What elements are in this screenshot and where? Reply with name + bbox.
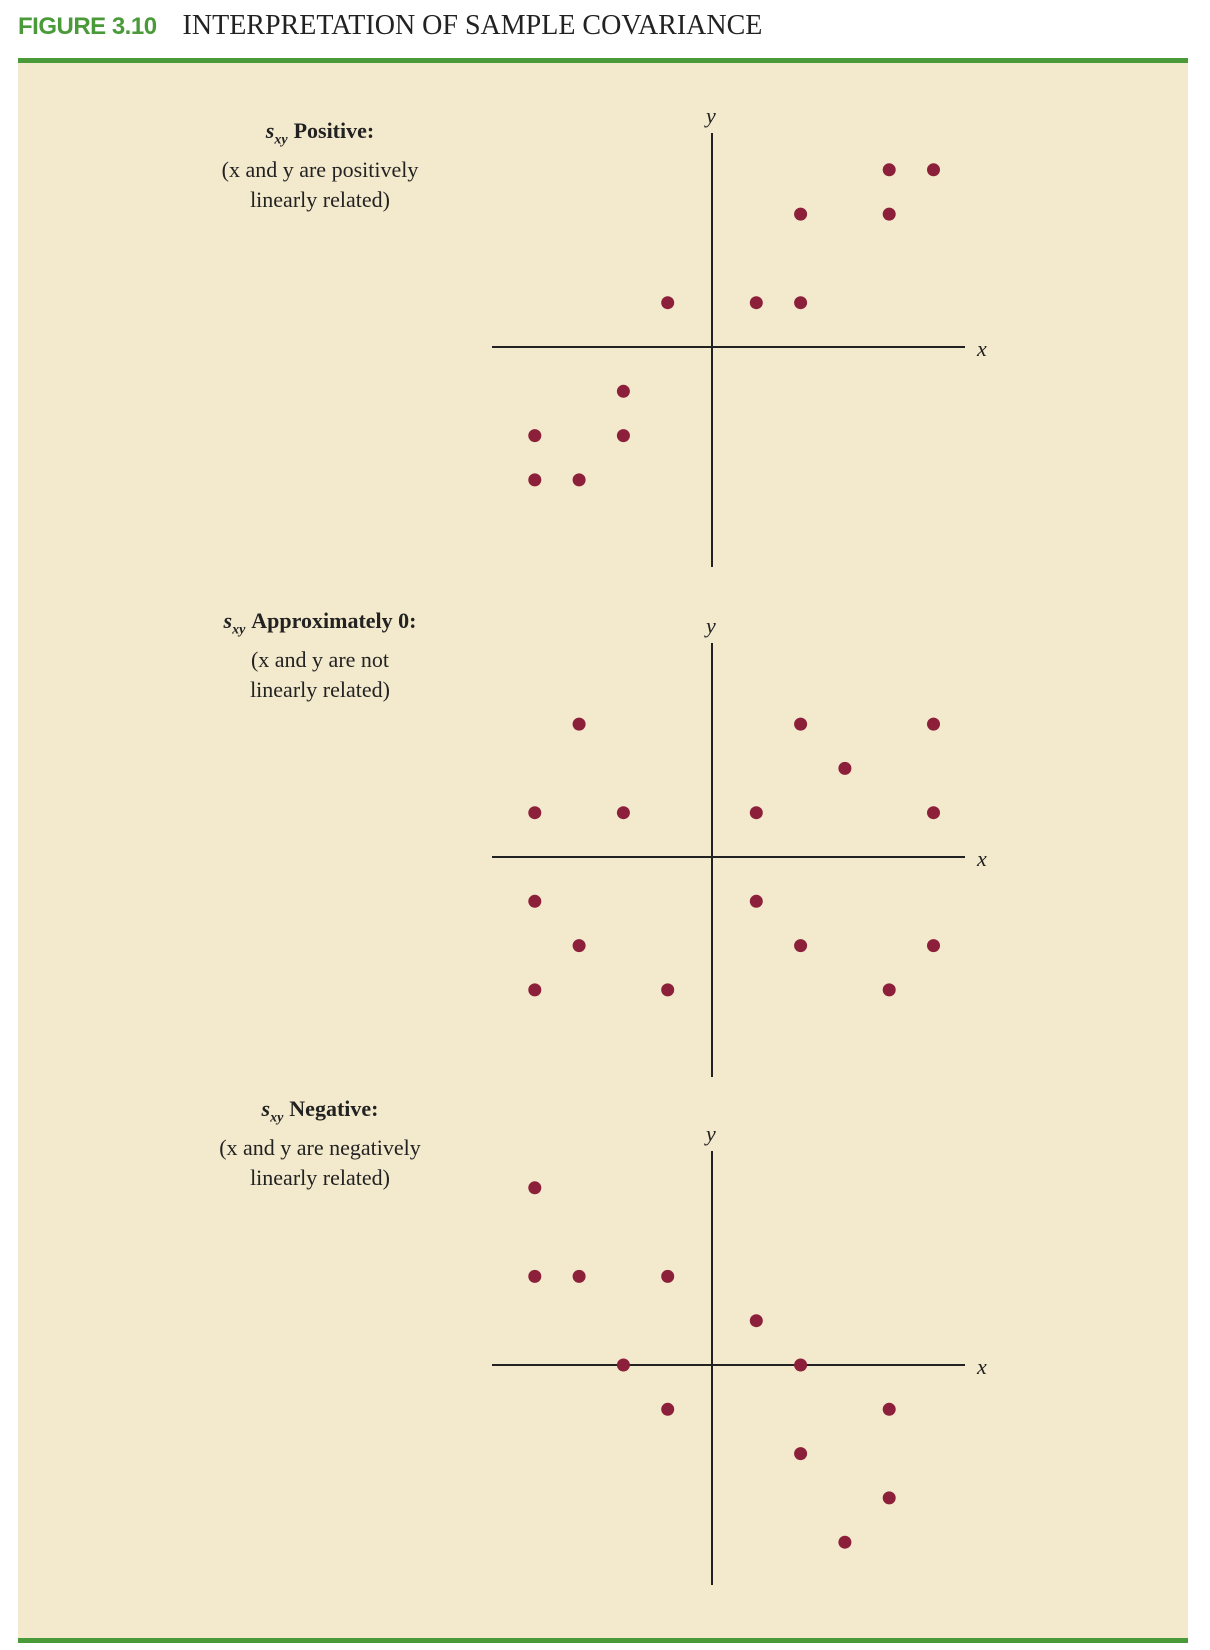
negative-data-point [838,1535,852,1549]
negative-data-point [749,1314,763,1328]
figure-panel [18,63,1188,1638]
positive-data-point [882,207,896,221]
positive-data-point [616,429,630,443]
positive-data-point [572,473,586,487]
zero-data-point [794,939,808,953]
zero-data-point [749,806,763,820]
zero-data-point [528,806,542,820]
positive-data-point [749,296,763,310]
negative-data-point [794,1447,808,1461]
negative-data-point [661,1269,675,1283]
zero-data-point [528,894,542,908]
caption-positive-line-1: (x and y are positively [221,157,419,183]
zero-data-point [838,761,852,775]
caption-zero-line-2: linearly related) [250,677,390,703]
bottom-rule [18,1638,1188,1643]
zero-data-point [794,717,808,731]
negative-data-point [661,1402,675,1416]
negative-data-point [882,1402,896,1416]
zero-data-point [927,717,940,731]
positive-y-axis-label: y [704,103,716,128]
figure-label: FIGURE 3.10 [18,13,157,40]
zero-data-point [882,983,896,997]
zero-data-point [528,983,542,997]
top-rule [18,58,1188,63]
caption-positive-subscript: xy [274,132,288,148]
zero-data-point [749,894,763,908]
zero-data-point [661,983,675,997]
positive-x-axis-label: x [976,336,987,361]
negative-x-axis-label: x [976,1354,987,1379]
positive-data-point [661,296,675,310]
zero-data-point [616,806,630,820]
caption-positive: sxy Positive: (x and y are positively lin… [170,116,470,215]
caption-negative: sxy Negative: (x and y are negatively lin… [170,1094,470,1193]
negative-data-point [794,1358,808,1372]
caption-positive-line-2: linearly related) [250,187,390,213]
caption-negative-symbol: s [261,1096,271,1121]
zero-data-point [927,939,940,953]
figure-header: FIGURE 3.10 INTERPRETATION OF SAMPLE COV… [18,10,762,46]
negative-y-axis-label: y [704,1121,716,1146]
caption-negative-line-2: linearly related) [250,1165,390,1191]
positive-data-point [616,384,630,398]
negative-data-point [616,1358,630,1372]
caption-zero-line-1: (x and y are not [250,647,390,673]
positive-data-point [528,429,542,443]
caption-zero-symbol: s [223,608,233,633]
caption-negative-line-1: (x and y are negatively [219,1135,421,1161]
positive-data-point [528,473,542,487]
negative-data-point [882,1491,896,1505]
positive-data-point [927,163,940,177]
zero-data-point [572,939,586,953]
caption-zero-subscript: xy [232,622,246,638]
negative-data-point [528,1269,542,1283]
zero-data-point [927,806,940,820]
figure-title: INTERPRETATION OF SAMPLE COVARIANCE [182,10,763,41]
caption-zero-heading: Approximately 0: [251,608,417,633]
caption-positive-symbol: s [265,118,275,143]
caption-zero: sxy Approximately 0: (x and y are not lin… [170,606,470,705]
negative-data-point [528,1181,542,1195]
negative-data-point [572,1269,586,1283]
positive-data-point [882,163,896,177]
zero-x-axis-label: x [976,846,987,871]
positive-data-point [794,296,808,310]
caption-negative-heading: Negative: [289,1096,379,1121]
zero-y-axis-label: y [704,613,716,638]
positive-data-point [794,207,808,221]
caption-positive-heading: Positive: [293,118,375,143]
zero-data-point [572,717,586,731]
caption-negative-subscript: xy [270,1110,284,1126]
